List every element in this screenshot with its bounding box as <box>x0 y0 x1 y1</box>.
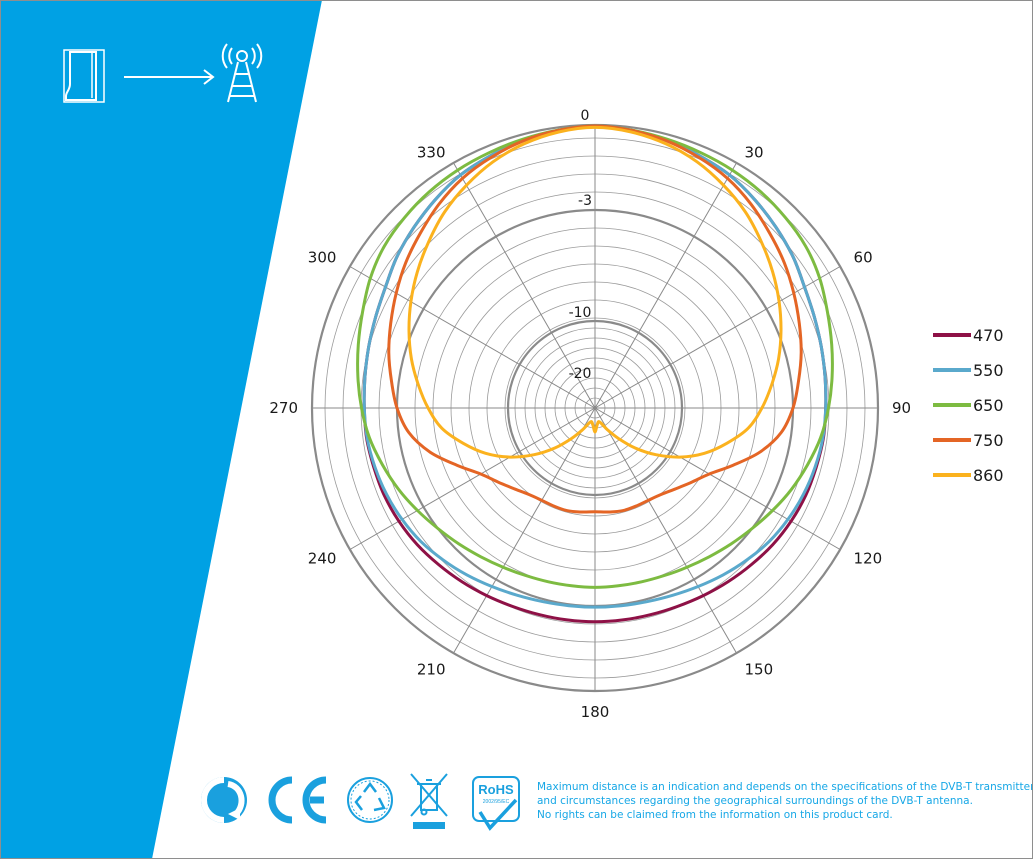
disclaimer-line: No rights can be claimed from the inform… <box>537 809 893 821</box>
disclaimer-line: Maximum distance is an indication and de… <box>537 781 1033 793</box>
angle-label-60: 60 <box>854 249 873 267</box>
angle-label-300: 300 <box>308 249 337 267</box>
polar-labels: 0 -3 -10 -20 30 60 90 120 150 180 210 240 270 300 330 <box>269 108 911 721</box>
disclaimer-line: and circumstances regarding the geograph… <box>537 795 973 807</box>
arrow-right-icon <box>124 69 215 85</box>
rohs-sublabel: 2002/95/EC <box>483 799 510 805</box>
ce-mark-icon <box>268 776 327 824</box>
angle-label-240: 240 <box>308 550 337 568</box>
legend-label-550: 550 <box>973 361 1004 380</box>
series-860-line <box>407 125 783 459</box>
weee-crossed-bin-icon <box>410 773 448 829</box>
angle-label-180: 180 <box>581 703 610 721</box>
polar-series <box>356 124 834 624</box>
transmitter-tower-icon <box>221 43 263 103</box>
legend: 470 550 650 750 860 <box>933 326 1004 485</box>
legend-label-650: 650 <box>973 396 1004 415</box>
angle-label-90: 90 <box>892 399 911 417</box>
grid-spoke <box>453 162 596 409</box>
recycle-icon <box>347 777 393 823</box>
grid-spoke <box>594 407 737 654</box>
rohs-compliant-icon: RoHS 2002/95/EC <box>472 776 520 831</box>
grid-spoke <box>594 266 841 409</box>
radial-tick-label: 0 <box>581 108 590 124</box>
rohs-label: RoHS <box>478 782 514 797</box>
angle-label-210: 210 <box>417 661 446 679</box>
angle-label-330: 330 <box>417 143 446 161</box>
grid-spoke <box>453 407 596 654</box>
radial-tick-label: -20 <box>569 366 592 382</box>
series-550-line <box>362 124 828 609</box>
angle-label-120: 120 <box>854 550 883 568</box>
green-dot-recycling-icon <box>201 777 247 823</box>
angle-label-30: 30 <box>745 143 764 161</box>
legend-label-860: 860 <box>973 466 1004 485</box>
series-650-line <box>356 124 834 589</box>
legend-label-470: 470 <box>973 326 1004 345</box>
header-pictogram <box>63 43 263 103</box>
series-750-line <box>387 124 803 514</box>
radial-tick-label: -3 <box>578 193 592 209</box>
angle-label-150: 150 <box>745 661 774 679</box>
radial-tick-label: -10 <box>569 305 592 321</box>
disclaimer: Maximum distance is an indication and de… <box>537 780 1033 822</box>
grid-spoke <box>349 266 596 409</box>
door-icon <box>63 49 105 103</box>
grid-spoke <box>594 162 737 409</box>
grid-spoke <box>349 407 596 550</box>
legend-label-750: 750 <box>973 431 1004 450</box>
certification-icons: RoHS 2002/95/EC <box>201 773 520 831</box>
angle-label-270: 270 <box>269 399 298 417</box>
grid-spoke <box>594 407 841 550</box>
